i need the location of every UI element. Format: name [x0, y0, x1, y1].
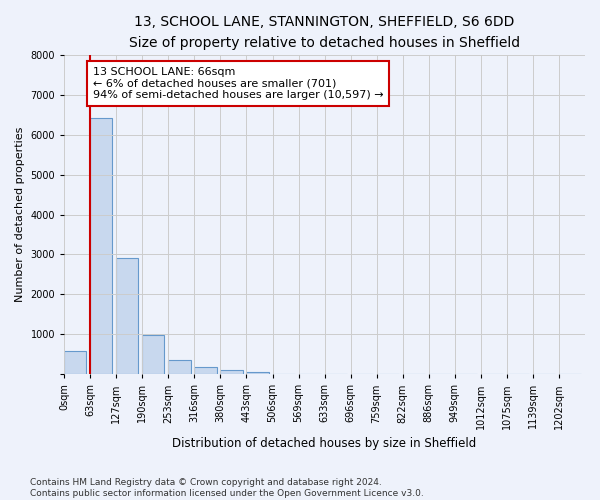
Bar [247, 372, 269, 374]
Text: Contains HM Land Registry data © Crown copyright and database right 2024.
Contai: Contains HM Land Registry data © Crown c… [30, 478, 424, 498]
Bar [142, 335, 164, 374]
Bar [64, 352, 86, 374]
Text: 13 SCHOOL LANE: 66sqm
← 6% of detached houses are smaller (701)
94% of semi-deta: 13 SCHOOL LANE: 66sqm ← 6% of detached h… [93, 67, 383, 100]
Bar [116, 258, 139, 374]
Title: 13, SCHOOL LANE, STANNINGTON, SHEFFIELD, S6 6DD
Size of property relative to det: 13, SCHOOL LANE, STANNINGTON, SHEFFIELD,… [129, 15, 520, 50]
Bar [90, 118, 112, 374]
X-axis label: Distribution of detached houses by size in Sheffield: Distribution of detached houses by size … [172, 437, 477, 450]
Bar [169, 360, 191, 374]
Y-axis label: Number of detached properties: Number of detached properties [15, 127, 25, 302]
Bar [220, 370, 242, 374]
Bar [194, 368, 217, 374]
